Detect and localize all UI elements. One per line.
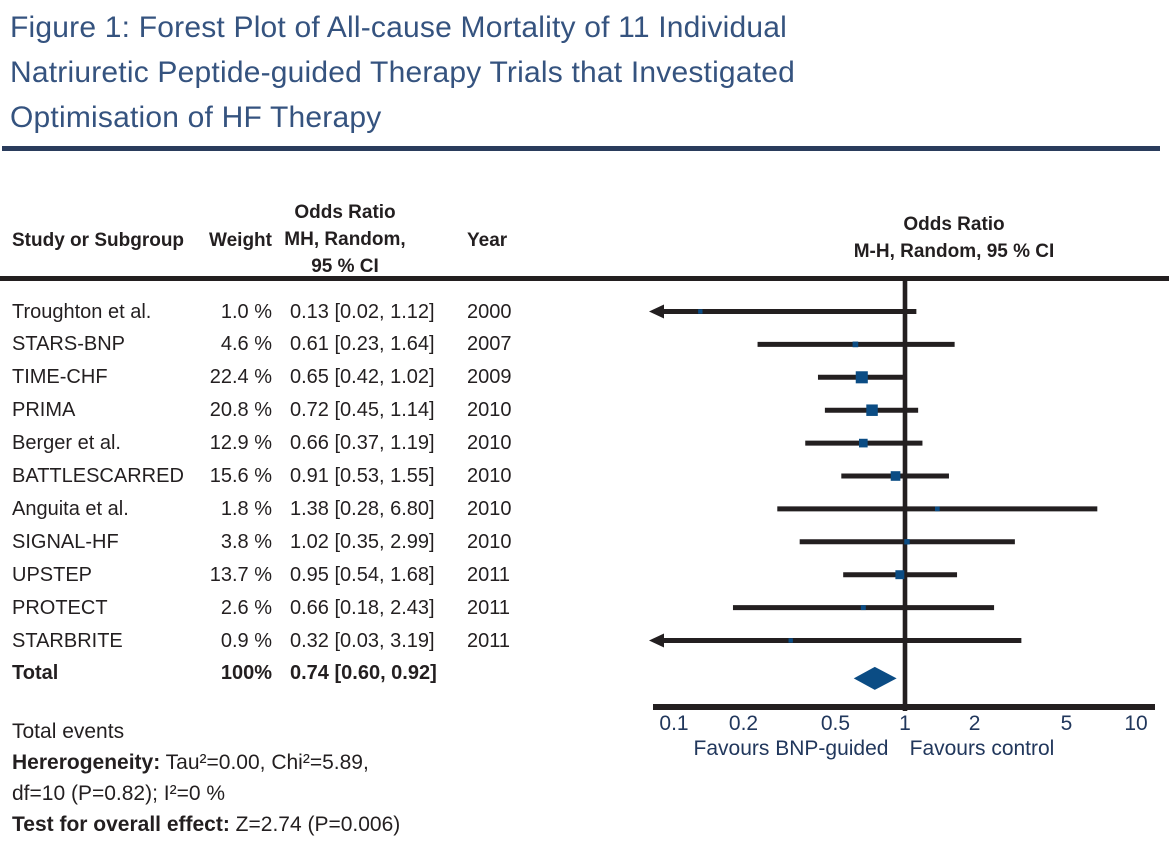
or-marker — [934, 506, 940, 512]
table-row: Berger et al. 12.9 % 0.66 [0.37, 1.19] 2010 — [0, 430, 655, 457]
year-value: 2010 — [467, 465, 512, 487]
table-row-total: Total 100% 0.74 [0.60, 0.92] — [0, 660, 655, 687]
year-value: 2010 — [467, 497, 512, 520]
plot-header: Odds Ratio M-H, Random, 95 % CI — [853, 214, 1055, 262]
weight-value: 13.7 % — [209, 563, 272, 586]
heterogeneity-line: Hererogeneity: Tau²=0.00, Chi²=5.89, — [12, 751, 369, 774]
weight-value: 15.6 % — [209, 465, 272, 487]
year-value: 2010 — [467, 399, 512, 422]
table-row: STARS-BNP 4.6 % 0.61 [0.23, 1.64] 2007 — [0, 331, 655, 358]
or-marker — [890, 471, 901, 481]
favours-left-label: Favours BNP-guided — [694, 737, 889, 760]
df-line: df=10 (P=0.82); I²=0 % — [12, 782, 226, 805]
year-value: 2007 — [467, 333, 512, 356]
ci-arrow-left — [649, 633, 664, 648]
or-marker — [855, 371, 868, 384]
axis-tick-label: 1 — [899, 712, 911, 735]
year-value: 2000 — [467, 300, 512, 323]
axis-tick-label: 10 — [1124, 712, 1147, 735]
odds-ratio-ci-value: 0.66 [0.37, 1.19] — [290, 432, 435, 455]
or-marker — [858, 438, 868, 448]
weight-value: 1.8 % — [220, 497, 272, 520]
study-name: PROTECT — [12, 596, 108, 619]
table-row: PROTECT 2.6 % 0.66 [0.18, 2.43] 2011 — [0, 595, 655, 622]
odds-ratio-ci-value: 0.61 [0.23, 1.64] — [290, 333, 435, 356]
col-header-weight: Weight — [209, 230, 272, 251]
table-row: SIGNAL-HF 3.8 % 1.02 [0.35, 2.99] 2010 — [0, 529, 655, 556]
or-marker — [860, 605, 866, 611]
figure-title: Figure 1: Forest Plot of All-cause Morta… — [10, 11, 796, 134]
table-row: Troughton et al. 1.0 % 0.13 [0.02, 1.12] 20… — [0, 299, 655, 326]
table-row: STARBRITE 0.9 % 0.32 [0.03, 3.19] 2011 — [0, 628, 655, 655]
odds-ratio-ci-value: 0.13 [0.02, 1.12] — [290, 300, 435, 323]
table-row: Anguita et al. 1.8 % 1.38 [0.28, 6.80] 2010 — [0, 496, 655, 523]
study-name: BATTLESCARRED — [12, 465, 184, 487]
study-name: TIME-CHF — [12, 366, 108, 389]
weight-value: 3.8 % — [220, 530, 272, 553]
weight-value: 1.0 % — [220, 300, 272, 323]
odds-ratio-ci-value: 0.32 [0.03, 3.19] — [290, 629, 435, 652]
weight-value: 2.6 % — [220, 596, 272, 619]
table-row: BATTLESCARRED 15.6 % 0.91 [0.53, 1.55] 2010 — [0, 463, 655, 490]
year-value: 2011 — [467, 563, 511, 586]
header-divider — [0, 276, 1169, 281]
col-header-year: Year — [467, 230, 508, 251]
year-value: 2011 — [467, 629, 511, 652]
overall-effect-line: Test for overall effect: Z=2.74 (P=0.006… — [12, 813, 401, 836]
axis-tick-label: 0.1 — [659, 712, 688, 735]
weight-value: 100% — [220, 662, 272, 685]
axis-tick-label: 0.2 — [729, 712, 758, 735]
year-value: 2009 — [467, 366, 512, 389]
x-axis-line — [653, 704, 1155, 710]
year-value: 2011 — [467, 596, 511, 619]
weight-value: 4.6 % — [220, 333, 272, 356]
year-value: 2010 — [467, 432, 512, 455]
odds-ratio-ci-value: 0.66 [0.18, 2.43] — [290, 596, 435, 619]
summary-statistics: Total events Hererogeneity: Tau²=0.00, C… — [12, 716, 400, 840]
or-marker — [895, 570, 905, 580]
year-value: 2010 — [467, 530, 512, 553]
forest-plot: 0.1 0.2 0.5 1 2 5 10 Favours BNP-guided Favours … — [649, 281, 1155, 760]
favours-right-label: Favours control — [910, 737, 1055, 760]
table-row: PRIMA 20.8 % 0.72 [0.45, 1.14] 2010 — [0, 397, 655, 424]
study-name: Anguita et al. — [12, 497, 129, 520]
study-name: STARS-BNP — [12, 333, 125, 356]
study-name: PRIMA — [12, 399, 76, 422]
title-divider — [2, 146, 1160, 151]
study-name: Berger et al. — [12, 432, 121, 455]
axis-tick-label: 2 — [969, 712, 981, 735]
axis-tick-label: 5 — [1061, 712, 1073, 735]
col-header-study: Study or Subgroup — [12, 230, 185, 251]
weight-value: 22.4 % — [209, 366, 272, 389]
or-marker — [866, 404, 878, 416]
table-row: UPSTEP 13.7 % 0.95 [0.54, 1.68] 2011 — [0, 562, 655, 589]
table-row: TIME-CHF 22.4 % 0.65 [0.42, 1.02] 2009 — [0, 364, 655, 391]
study-name: SIGNAL-HF — [12, 530, 119, 553]
odds-ratio-ci-value: 0.72 [0.45, 1.14] — [290, 399, 435, 422]
odds-ratio-ci-value: 0.95 [0.54, 1.68] — [290, 563, 435, 586]
odds-ratio-ci-value: 0.65 [0.42, 1.02] — [290, 366, 435, 389]
weight-value: 0.9 % — [220, 629, 272, 652]
odds-ratio-ci-value: 0.91 [0.53, 1.55] — [290, 465, 435, 487]
or-marker — [698, 309, 703, 314]
weight-value: 20.8 % — [209, 399, 272, 422]
odds-ratio-ci-value: 0.74 [0.60, 0.92] — [290, 662, 437, 685]
study-name: UPSTEP — [12, 563, 93, 586]
ci-arrow-left — [649, 304, 664, 319]
study-name: Troughton et al. — [12, 300, 152, 323]
odds-ratio-ci-value: 1.38 [0.28, 6.80] — [290, 497, 435, 520]
col-header-odds-ratio: Odds Ratio MH, Random, 95 % CI — [284, 202, 406, 277]
odds-ratio-ci-value: 1.02 [0.35, 2.99] — [290, 530, 435, 553]
axis-tick-label: 0.5 — [821, 712, 850, 735]
study-name: Total — [12, 662, 59, 685]
total-diamond — [853, 666, 897, 690]
reference-line — [902, 281, 908, 711]
weight-value: 12.9 % — [209, 432, 272, 455]
or-marker — [788, 638, 793, 643]
total-events-line: Total events — [12, 720, 125, 743]
study-name: STARBRITE — [12, 629, 123, 652]
or-marker — [852, 341, 859, 348]
or-marker — [904, 539, 910, 545]
